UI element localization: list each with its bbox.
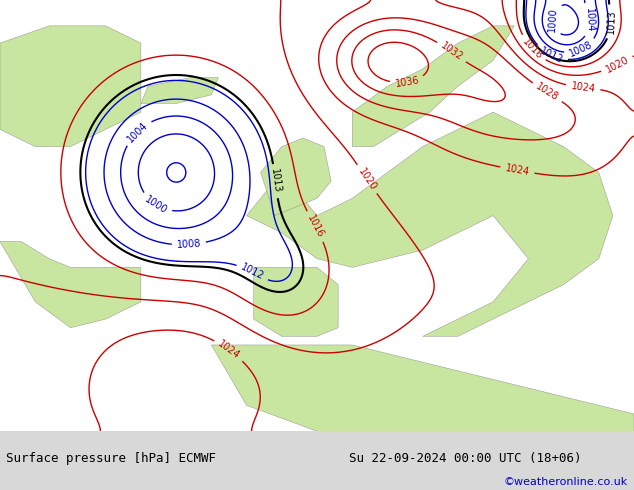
Polygon shape: [0, 242, 141, 328]
Text: 1013: 1013: [269, 169, 282, 194]
Text: 1008: 1008: [568, 40, 594, 59]
Polygon shape: [254, 268, 338, 336]
Text: 1000: 1000: [547, 7, 559, 32]
Text: 1016: 1016: [521, 37, 544, 61]
Polygon shape: [247, 112, 613, 336]
Text: 1024: 1024: [570, 81, 596, 94]
Text: 1028: 1028: [534, 82, 560, 103]
Text: 1008: 1008: [176, 239, 201, 250]
Text: Surface pressure [hPa] ECMWF: Surface pressure [hPa] ECMWF: [6, 452, 216, 465]
Text: 1024: 1024: [505, 163, 531, 177]
Text: ©weatheronline.co.uk: ©weatheronline.co.uk: [503, 477, 628, 487]
Text: 1012: 1012: [239, 262, 266, 282]
Polygon shape: [0, 26, 141, 147]
Text: Su 22-09-2024 00:00 UTC (18+06): Su 22-09-2024 00:00 UTC (18+06): [349, 452, 581, 465]
Polygon shape: [353, 26, 514, 147]
Text: 1013: 1013: [605, 9, 616, 34]
Text: 1004: 1004: [584, 7, 595, 32]
Polygon shape: [211, 345, 634, 431]
Text: 1004: 1004: [126, 120, 150, 144]
Text: 1024: 1024: [216, 339, 242, 361]
Text: 1016: 1016: [305, 213, 325, 240]
Polygon shape: [141, 77, 218, 103]
Text: 1012: 1012: [538, 46, 564, 65]
Polygon shape: [261, 138, 331, 216]
Text: 1032: 1032: [439, 41, 465, 63]
Text: 1020: 1020: [604, 54, 630, 74]
Text: 1036: 1036: [394, 75, 420, 89]
Text: 1020: 1020: [356, 166, 378, 192]
Text: 1000: 1000: [143, 194, 169, 216]
